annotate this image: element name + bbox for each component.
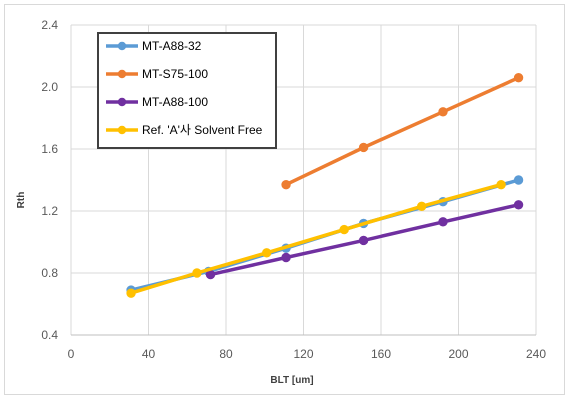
series-3: [205, 200, 524, 280]
data-point: [261, 248, 272, 258]
x-axis-title: BLT [um]: [270, 375, 313, 386]
data-point: [513, 200, 524, 210]
legend-label: Ref. 'A'사 Solvent Free: [142, 123, 263, 137]
x-tick-label: 240: [526, 347, 546, 361]
data-point: [339, 224, 349, 235]
y-tick-label: 0.8: [41, 266, 58, 280]
y-axis-title: Rth: [16, 192, 27, 209]
y-tick-label: 2.4: [41, 18, 58, 32]
legend-label: MT-A88-100: [142, 95, 208, 109]
x-tick-label: 120: [293, 347, 313, 361]
legend-swatch-marker: [117, 69, 127, 79]
data-point: [438, 107, 448, 117]
legend-swatch-marker: [117, 41, 127, 51]
data-point: [358, 235, 369, 246]
x-tick-label: 0: [68, 347, 75, 361]
data-point: [513, 175, 524, 185]
legend-item: Ref. 'A'사 Solvent Free: [106, 123, 263, 137]
series-layer: [126, 73, 524, 298]
legend-swatch-marker: [117, 97, 127, 107]
series-line: [129, 182, 503, 295]
data-point: [281, 179, 291, 190]
x-tick-label: 80: [219, 347, 233, 361]
x-tick-label: 200: [448, 347, 468, 361]
data-point: [358, 142, 369, 153]
y-tick-label: 2.0: [41, 80, 58, 94]
legend-swatch-marker: [117, 125, 127, 135]
data-point: [416, 201, 427, 212]
legend-item: MT-S75-100: [106, 67, 208, 81]
x-tick-labels: 0 40 80 120 160 200 240: [68, 347, 547, 361]
y-tick-label: 1.6: [41, 142, 58, 156]
data-point: [126, 288, 136, 298]
data-point: [496, 179, 506, 190]
series-line: [284, 75, 521, 187]
legend-label: MT-S75-100: [142, 67, 208, 81]
y-tick-label: 1.2: [41, 204, 58, 218]
series-4: [126, 179, 506, 298]
legend-item: MT-A88-32: [106, 39, 202, 53]
data-point: [513, 73, 524, 83]
x-tick-label: 160: [371, 347, 391, 361]
legend-item: MT-A88-100: [106, 95, 208, 109]
y-tick-label: 0.4: [41, 328, 58, 342]
legend-label: MT-A88-32: [142, 39, 202, 53]
x-tick-label: 40: [142, 347, 156, 361]
data-point: [192, 268, 202, 278]
data-point: [281, 252, 291, 263]
y-tick-labels: 0.4 0.8 1.2 1.6 2.0 2.4: [41, 18, 58, 342]
series-2: [281, 73, 524, 190]
data-point: [438, 217, 448, 227]
legend: MT-A88-32 MT-S75-100 MT-A88-100 Ref. 'A'사 S…: [97, 32, 277, 149]
